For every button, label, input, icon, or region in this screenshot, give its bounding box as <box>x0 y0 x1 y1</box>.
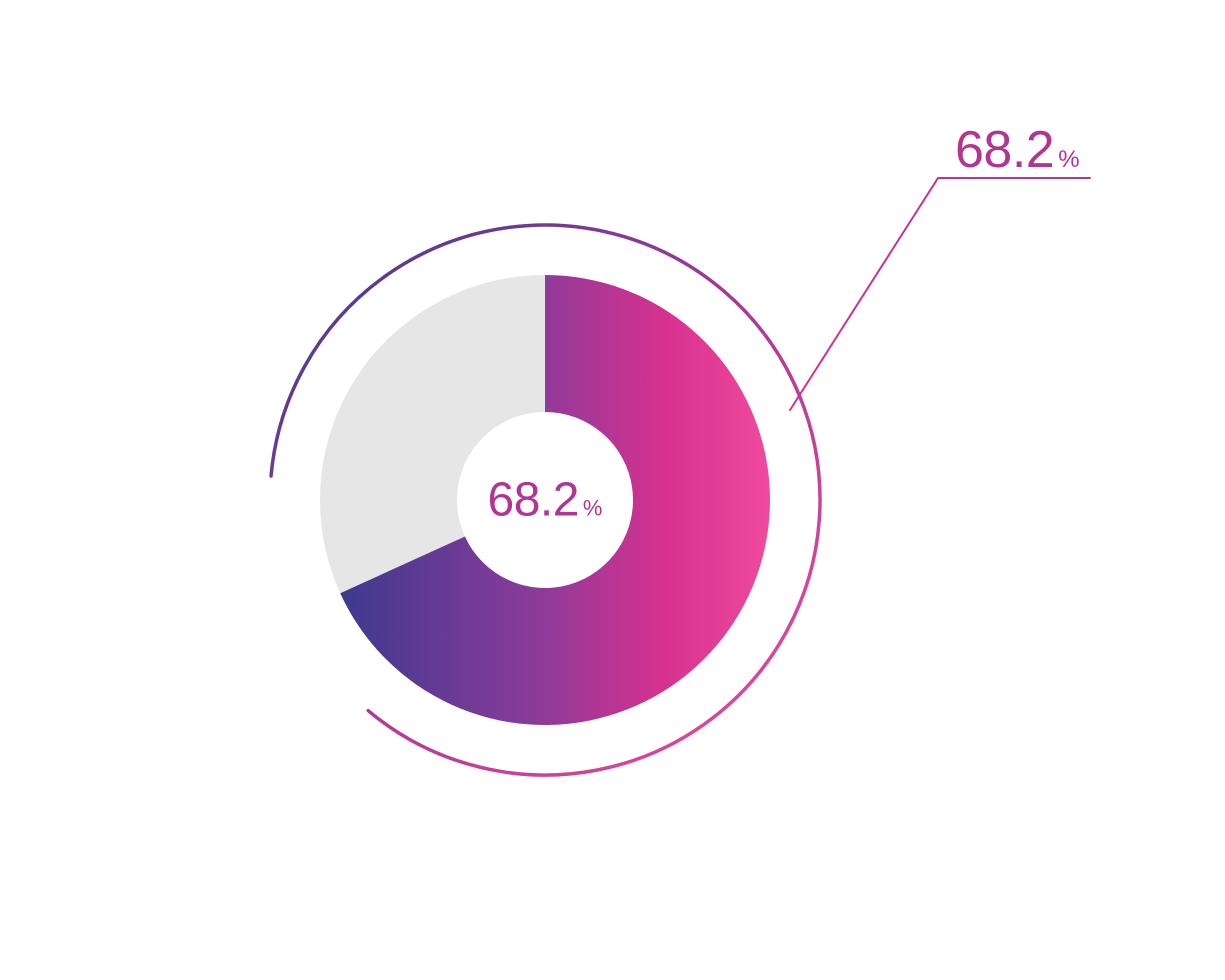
chart-stage: 68.2 % 68.2 % <box>0 0 1225 980</box>
donut-remainder-slice <box>320 275 545 593</box>
callout-percentage-value: 68.2 <box>955 120 1054 180</box>
center-percentage-unit: % <box>583 496 603 522</box>
center-percentage-value: 68.2 <box>488 473 579 528</box>
callout-leader-line <box>790 178 1090 410</box>
center-percentage-label: 68.2 % <box>488 473 603 528</box>
callout-percentage-label: 68.2 % <box>955 120 1080 180</box>
callout-percentage-unit: % <box>1058 146 1079 174</box>
